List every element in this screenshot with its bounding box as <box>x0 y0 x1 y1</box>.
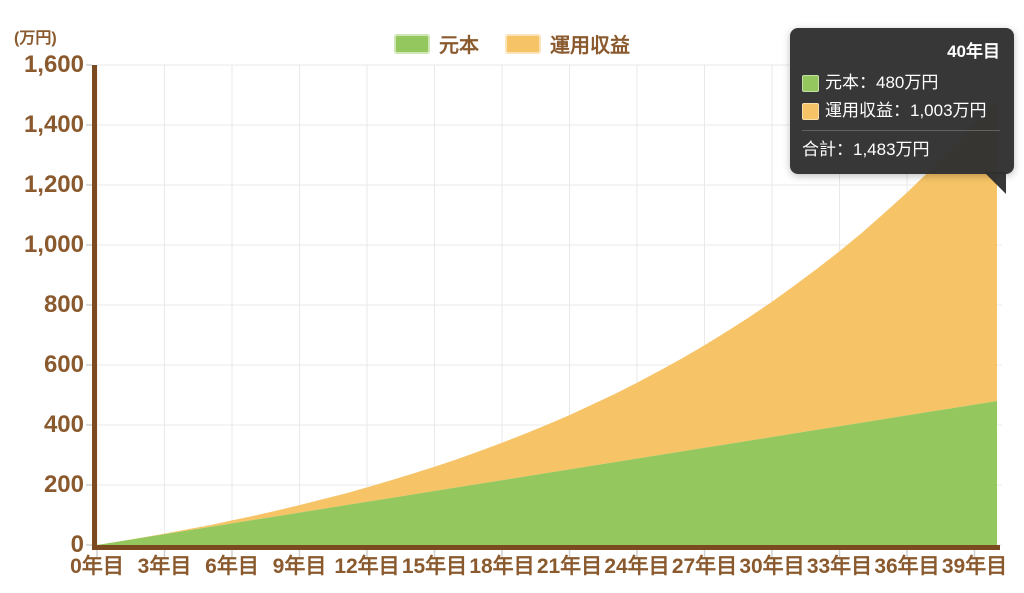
x-axis-label: 24年目 <box>604 555 670 578</box>
returns-swatch <box>802 102 819 120</box>
x-axis-label: 9年目 <box>272 555 327 578</box>
tooltip-principal-text: 元本：480万円 <box>825 73 939 92</box>
legend-item-returns[interactable]: 運用収益 <box>505 29 630 58</box>
area-principal <box>97 401 997 545</box>
x-axis-label: 27年目 <box>671 555 738 578</box>
x-axis-label: 33年目 <box>806 555 873 578</box>
x-axis-label: 39年目 <box>941 555 1008 578</box>
y-axis-label: 1,000 <box>23 231 84 258</box>
y-axis-label: 200 <box>43 471 84 498</box>
x-axis-label: 6年目 <box>205 555 259 578</box>
principal-swatch <box>394 33 430 54</box>
tooltip: 40年目 元本：480万円 運用収益：1,003万円 合計：1,483万円 <box>790 28 1014 194</box>
y-axis-line <box>92 65 97 545</box>
y-axis-unit-label: (万円) <box>14 30 57 47</box>
legend-label-returns: 運用収益 <box>550 35 630 57</box>
x-axis-label: 3年目 <box>137 555 192 578</box>
x-axis-label: 21年目 <box>536 555 603 578</box>
x-axis-label: 30年目 <box>739 555 805 578</box>
x-axis-label: 18年目 <box>469 555 535 578</box>
y-axis-labels: 0 200 400 600 800 1,000 1,200 1,400 1,600 <box>0 0 84 593</box>
x-axis-label: 0年目 <box>70 555 124 578</box>
tooltip-row-principal: 元本：480万円 <box>802 69 1000 97</box>
x-axis-label: 36年目 <box>874 555 940 578</box>
x-axis-label: 15年目 <box>401 555 468 578</box>
legend-item-principal[interactable]: 元本 <box>394 29 479 58</box>
y-axis-label: 400 <box>43 411 84 438</box>
y-axis-label: 1,600 <box>23 51 84 78</box>
y-axis-label: 0 <box>70 531 84 558</box>
y-axis-label: 600 <box>43 351 84 378</box>
x-axis-line <box>92 545 1000 550</box>
returns-swatch <box>505 33 541 54</box>
tooltip-total-text: 合計：1,483万円 <box>802 130 1000 163</box>
tooltip-caret-icon <box>984 172 1006 194</box>
y-axis-label: 800 <box>43 291 84 318</box>
y-axis-label: 1,200 <box>23 171 84 198</box>
area-returns <box>97 100 997 545</box>
x-axis-label: 12年目 <box>334 555 400 578</box>
principal-swatch <box>802 74 819 92</box>
legend: 元本 運用収益 <box>394 29 630 58</box>
y-axis-label: 1,400 <box>23 111 84 138</box>
tooltip-returns-text: 運用収益：1,003万円 <box>825 101 987 120</box>
tooltip-title: 40年目 <box>947 42 1000 61</box>
legend-label-principal: 元本 <box>439 35 479 57</box>
tooltip-row-returns: 運用収益：1,003万円 <box>802 97 1000 125</box>
